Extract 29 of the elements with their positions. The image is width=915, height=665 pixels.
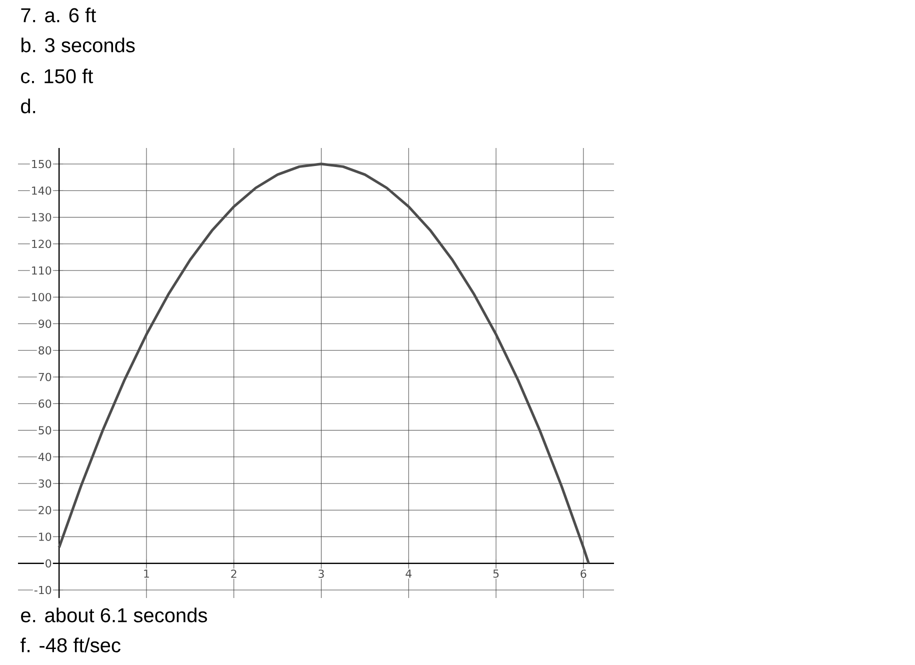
y-tick-label: 70 xyxy=(38,372,52,382)
y-tick-label: 150 xyxy=(32,160,52,168)
y-tick-label: 10 xyxy=(39,532,52,541)
y-tick-label: 110 xyxy=(32,266,52,275)
y-tick-label: 20 xyxy=(38,506,52,514)
y-tick-label: 30 xyxy=(38,479,52,488)
y-tick-label: 100 xyxy=(32,292,52,302)
x-tick-label: 4 xyxy=(406,570,412,578)
y-tick-label: 130 xyxy=(32,213,52,222)
text: e. about 6.1 seconds xyxy=(21,608,207,622)
y-tick-label: 140 xyxy=(32,186,52,195)
y-tick-label: 50 xyxy=(38,426,52,434)
y-tick-label: 120 xyxy=(32,240,52,248)
text: d. xyxy=(21,98,36,114)
y-tick-label: 60 xyxy=(38,399,52,408)
x-tick-label: 2 xyxy=(231,570,236,578)
y-tick-label: 90 xyxy=(38,320,52,328)
x-tick-label: 3 xyxy=(318,570,324,578)
x-tick-label: 6 xyxy=(580,570,586,578)
text: f. -48 ft/sec xyxy=(20,638,120,652)
y-tick-label: 40 xyxy=(38,452,52,462)
x-tick-label: 1 xyxy=(144,570,149,578)
y-tick-label: 0 xyxy=(46,559,52,568)
text: 7. a. 6 ft xyxy=(21,8,96,22)
text: c. 150 ft xyxy=(21,68,94,84)
text: b. 3 seconds xyxy=(21,38,135,52)
x-tick-label: 5 xyxy=(493,570,499,578)
y-tick-label: 80 xyxy=(38,346,52,355)
y-tick-label: -10 xyxy=(34,586,52,594)
